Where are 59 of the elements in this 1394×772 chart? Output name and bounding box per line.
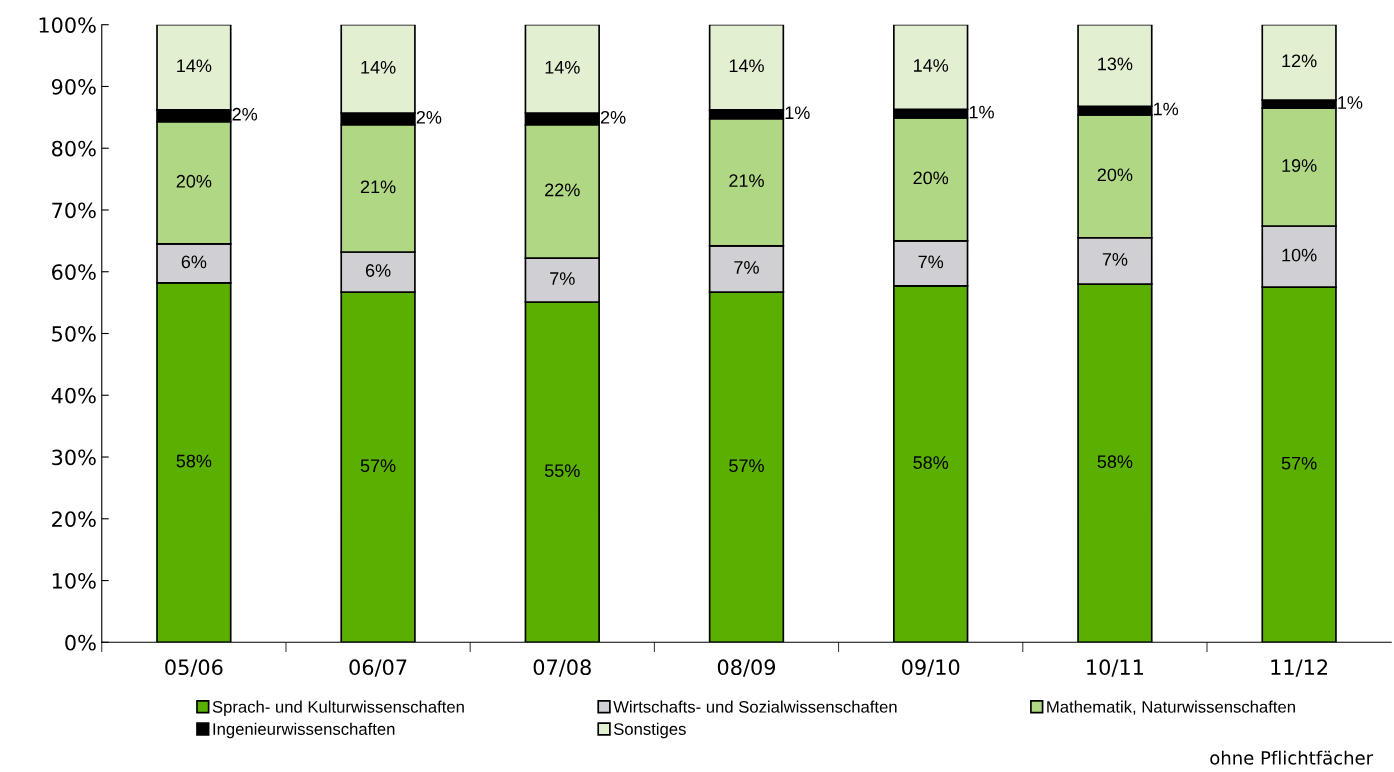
data-label: 58% [1097,455,1133,469]
x-tick-label: 07/08 [533,659,591,677]
legend-label: Ingenieurwissenschaften [213,722,395,739]
data-label: 13% [1098,57,1133,71]
data-label: 10% [1282,248,1317,262]
text: ohne Pflichtfächer [1210,750,1374,765]
data-label: 6% [365,264,391,277]
legend-label: Wirtschafts- und Sozialwissenschaften [613,700,897,713]
data-label: 7% [550,272,575,285]
y-tick-label: 50% [52,325,96,342]
data-label: 14% [545,61,580,74]
data-label: 57% [360,459,396,473]
data-label: 55% [544,464,580,477]
data-label: 21% [729,174,764,187]
y-tick-label: 60% [52,264,96,280]
y-tick-label: 10% [52,573,96,589]
data-label: 2% [600,110,626,124]
data-label: 22% [545,183,580,197]
data-label: 7% [918,255,944,269]
y-tick-label: 40% [51,387,96,404]
data-label: 14% [361,61,396,74]
y-tick-label: 90% [51,78,96,95]
data-label: 20% [1097,168,1133,182]
x-tick-label: 09/10 [902,659,960,677]
data-label: 19% [1282,159,1317,172]
data-label: 2% [416,110,442,124]
x-tick-label: 08/09 [717,659,776,677]
data-label: 1% [1338,96,1363,109]
data-label: 14% [914,59,949,72]
data-label: 12% [1282,54,1317,68]
y-tick-label: 20% [52,511,96,527]
data-label: 1% [969,105,994,119]
data-label: 57% [729,459,764,473]
legend-label: Sonstiges [613,722,686,739]
data-label: 21% [360,180,396,194]
data-label: 20% [176,174,212,188]
x-tick-label: 05/06 [165,659,223,677]
x-tick-label: 11/12 [1271,659,1328,677]
y-tick-label: 100% [39,17,96,33]
data-label: 7% [734,261,759,274]
data-label: 7% [1102,253,1128,266]
y-tick-label: 80% [52,140,96,157]
data-label: 1% [785,106,810,120]
data-label: 6% [181,255,207,269]
data-label: 14% [177,59,212,73]
x-tick-label: 06/07 [349,659,407,677]
data-label: 2% [232,107,258,121]
legend-label: Mathematik, Naturwissenschaften [1047,700,1295,715]
y-tick-label: 30% [52,449,96,466]
legend-label: Sprach- und Kulturwissenschaften [212,700,464,717]
x-tick-label: 10/11 [1087,659,1143,677]
y-tick-label: 70% [52,202,96,219]
data-label: 20% [913,171,949,185]
data-label: 14% [729,59,764,73]
data-label: 57% [1281,456,1317,470]
y-tick-label: 0% [65,634,96,651]
data-label: 1% [1154,102,1179,116]
data-label: 58% [913,456,949,469]
data-label: 58% [176,454,212,468]
